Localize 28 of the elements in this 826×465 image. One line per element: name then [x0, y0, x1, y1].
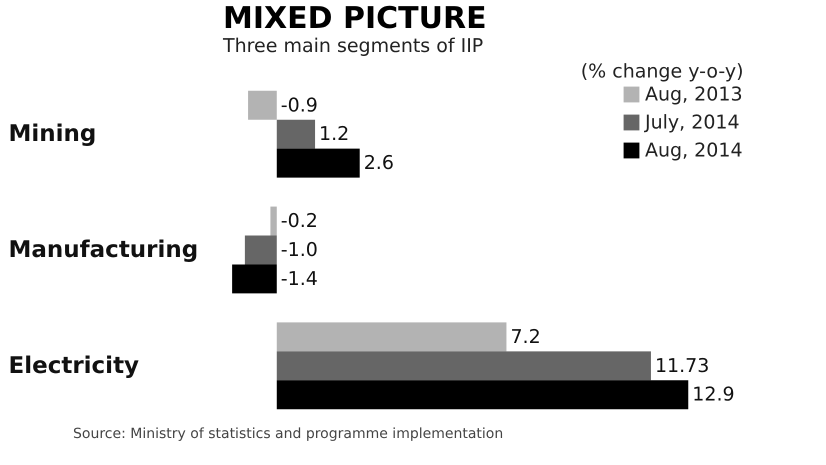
y-tick-label: Manufacturing [8, 237, 198, 263]
data-label: 1.2 [319, 123, 350, 146]
data-label: 7.2 [510, 326, 541, 348]
data-label: 12.9 [692, 384, 735, 406]
y-tick-label: Electricity [8, 352, 140, 379]
bar [270, 206, 277, 236]
data-label: 2.6 [364, 152, 394, 174]
data-label: -0.2 [280, 210, 318, 232]
legend-label: July, 2014 [644, 112, 740, 134]
y-tick-label: Mining [8, 121, 96, 148]
bar [248, 90, 277, 120]
data-label: -0.9 [280, 94, 318, 116]
legend-label: Aug, 2014 [645, 140, 743, 162]
bar [276, 351, 651, 380]
legend-label: Aug, 2013 [645, 84, 743, 106]
x-axis-title: (% change y-o-y) [580, 60, 744, 82]
bar [276, 380, 688, 410]
chart-title: MIXED PICTURE [223, 1, 487, 36]
data-label: -1.0 [280, 239, 318, 261]
bar [276, 148, 360, 178]
bar [232, 264, 277, 294]
chart-subtitle: Three main segments of IIP [222, 35, 484, 57]
data-label: 11.73 [654, 354, 710, 377]
bar [276, 120, 316, 149]
bar [276, 322, 506, 352]
data-label: -1.4 [280, 268, 318, 290]
source-note: Source: Ministry of statistics and programme implementation [73, 426, 504, 442]
bar [244, 236, 277, 264]
